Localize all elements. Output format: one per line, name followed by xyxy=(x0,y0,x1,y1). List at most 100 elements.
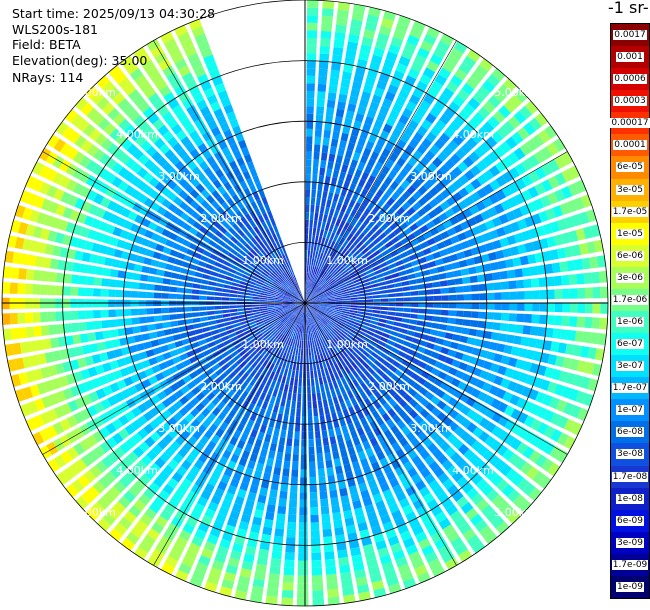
beta-cell xyxy=(200,344,209,352)
beta-cell xyxy=(451,261,461,270)
beta-cell xyxy=(237,369,246,378)
beta-cell xyxy=(507,357,518,368)
beta-cell xyxy=(238,575,251,586)
beta-cell xyxy=(482,100,496,114)
beta-cell xyxy=(259,327,268,333)
beta-cell xyxy=(384,240,394,249)
beta-cell xyxy=(185,391,195,401)
beta-cell xyxy=(62,311,71,321)
beta-cell xyxy=(583,272,593,284)
colorbar-tick-label: 0.0017 xyxy=(613,30,647,41)
beta-cell xyxy=(361,91,371,101)
beta-cell xyxy=(318,407,324,416)
beta-cell xyxy=(365,309,373,313)
beta-cell xyxy=(142,185,154,196)
beta-cell xyxy=(507,269,516,279)
beta-cell xyxy=(319,297,328,300)
beta-cell xyxy=(327,474,336,484)
beta-cell xyxy=(147,112,160,125)
beta-cell xyxy=(403,162,414,173)
beta-cell xyxy=(281,590,294,599)
beta-cell xyxy=(410,238,419,247)
beta-cell xyxy=(388,134,398,145)
beta-cell xyxy=(377,32,390,43)
beta-cell xyxy=(496,444,509,457)
beta-cell xyxy=(234,342,243,350)
beta-cell xyxy=(307,386,311,394)
beta-cell xyxy=(426,302,434,308)
beta-cell xyxy=(62,286,71,296)
beta-cell xyxy=(367,201,376,211)
beta-cell xyxy=(417,185,428,196)
beta-cell xyxy=(424,321,433,328)
beta-cell xyxy=(367,366,376,375)
beta-cell xyxy=(314,136,322,145)
beta-cell xyxy=(448,421,459,432)
beta-cell xyxy=(132,446,145,458)
beta-cell xyxy=(450,74,463,87)
beta-cell xyxy=(52,155,65,169)
beta-cell xyxy=(205,263,214,270)
beta-cell xyxy=(286,269,292,277)
beta-cell xyxy=(345,173,353,183)
beta-cell xyxy=(502,171,514,183)
beta-cell xyxy=(149,164,161,175)
beta-cell xyxy=(311,575,323,584)
beta-cell xyxy=(305,303,311,309)
beta-cell xyxy=(415,461,427,472)
beta-cell xyxy=(157,439,168,450)
beta-cell xyxy=(433,309,442,315)
beta-cell xyxy=(298,317,302,325)
beta-cell xyxy=(424,150,436,161)
beta-cell xyxy=(279,334,285,342)
beta-cell xyxy=(281,272,288,279)
beta-cell xyxy=(100,398,112,410)
beta-cell xyxy=(213,417,223,427)
beta-cell xyxy=(345,206,353,215)
beta-cell xyxy=(173,411,183,422)
beta-cell xyxy=(388,263,397,270)
beta-cell xyxy=(485,136,498,149)
beta-cell xyxy=(261,339,269,347)
beta-cell xyxy=(348,289,357,293)
beta-cell xyxy=(487,251,497,261)
beta-cell xyxy=(111,418,123,430)
beta-cell xyxy=(395,22,409,34)
beta-cell xyxy=(109,329,119,338)
beta-cell xyxy=(523,278,532,288)
beta-cell xyxy=(516,291,525,300)
beta-cell xyxy=(576,273,585,285)
beta-cell xyxy=(289,361,294,370)
beta-cell xyxy=(547,159,560,173)
colorbar-segment: 1.7e-07 xyxy=(611,377,649,400)
beta-cell xyxy=(534,182,546,195)
beta-cell xyxy=(279,315,287,320)
beta-cell xyxy=(584,361,595,375)
beta-cell xyxy=(40,270,50,282)
beta-cell xyxy=(32,414,45,428)
beta-cell xyxy=(105,186,117,198)
beta-cell xyxy=(306,113,314,122)
beta-cell xyxy=(308,265,311,273)
beta-cell xyxy=(296,363,300,371)
beta-cell xyxy=(225,564,238,575)
beta-cell xyxy=(327,161,334,170)
beta-cell xyxy=(249,168,258,178)
beta-cell xyxy=(144,436,156,448)
beta-cell xyxy=(599,317,608,330)
colorbar-tick-label: 1e-07 xyxy=(616,405,644,416)
beta-cell xyxy=(207,412,217,423)
beta-cell xyxy=(300,462,307,470)
beta-cell xyxy=(201,235,211,244)
beta-cell xyxy=(45,425,58,439)
beta-cell xyxy=(336,278,345,284)
beta-cell xyxy=(440,230,450,240)
beta-cell xyxy=(510,438,522,451)
beta-cell xyxy=(328,84,338,94)
beta-cell xyxy=(317,220,322,229)
beta-cell xyxy=(476,498,489,512)
beta-cell xyxy=(317,289,324,295)
beta-cell xyxy=(232,542,244,553)
beta-cell xyxy=(312,227,317,236)
beta-cell xyxy=(333,326,341,333)
